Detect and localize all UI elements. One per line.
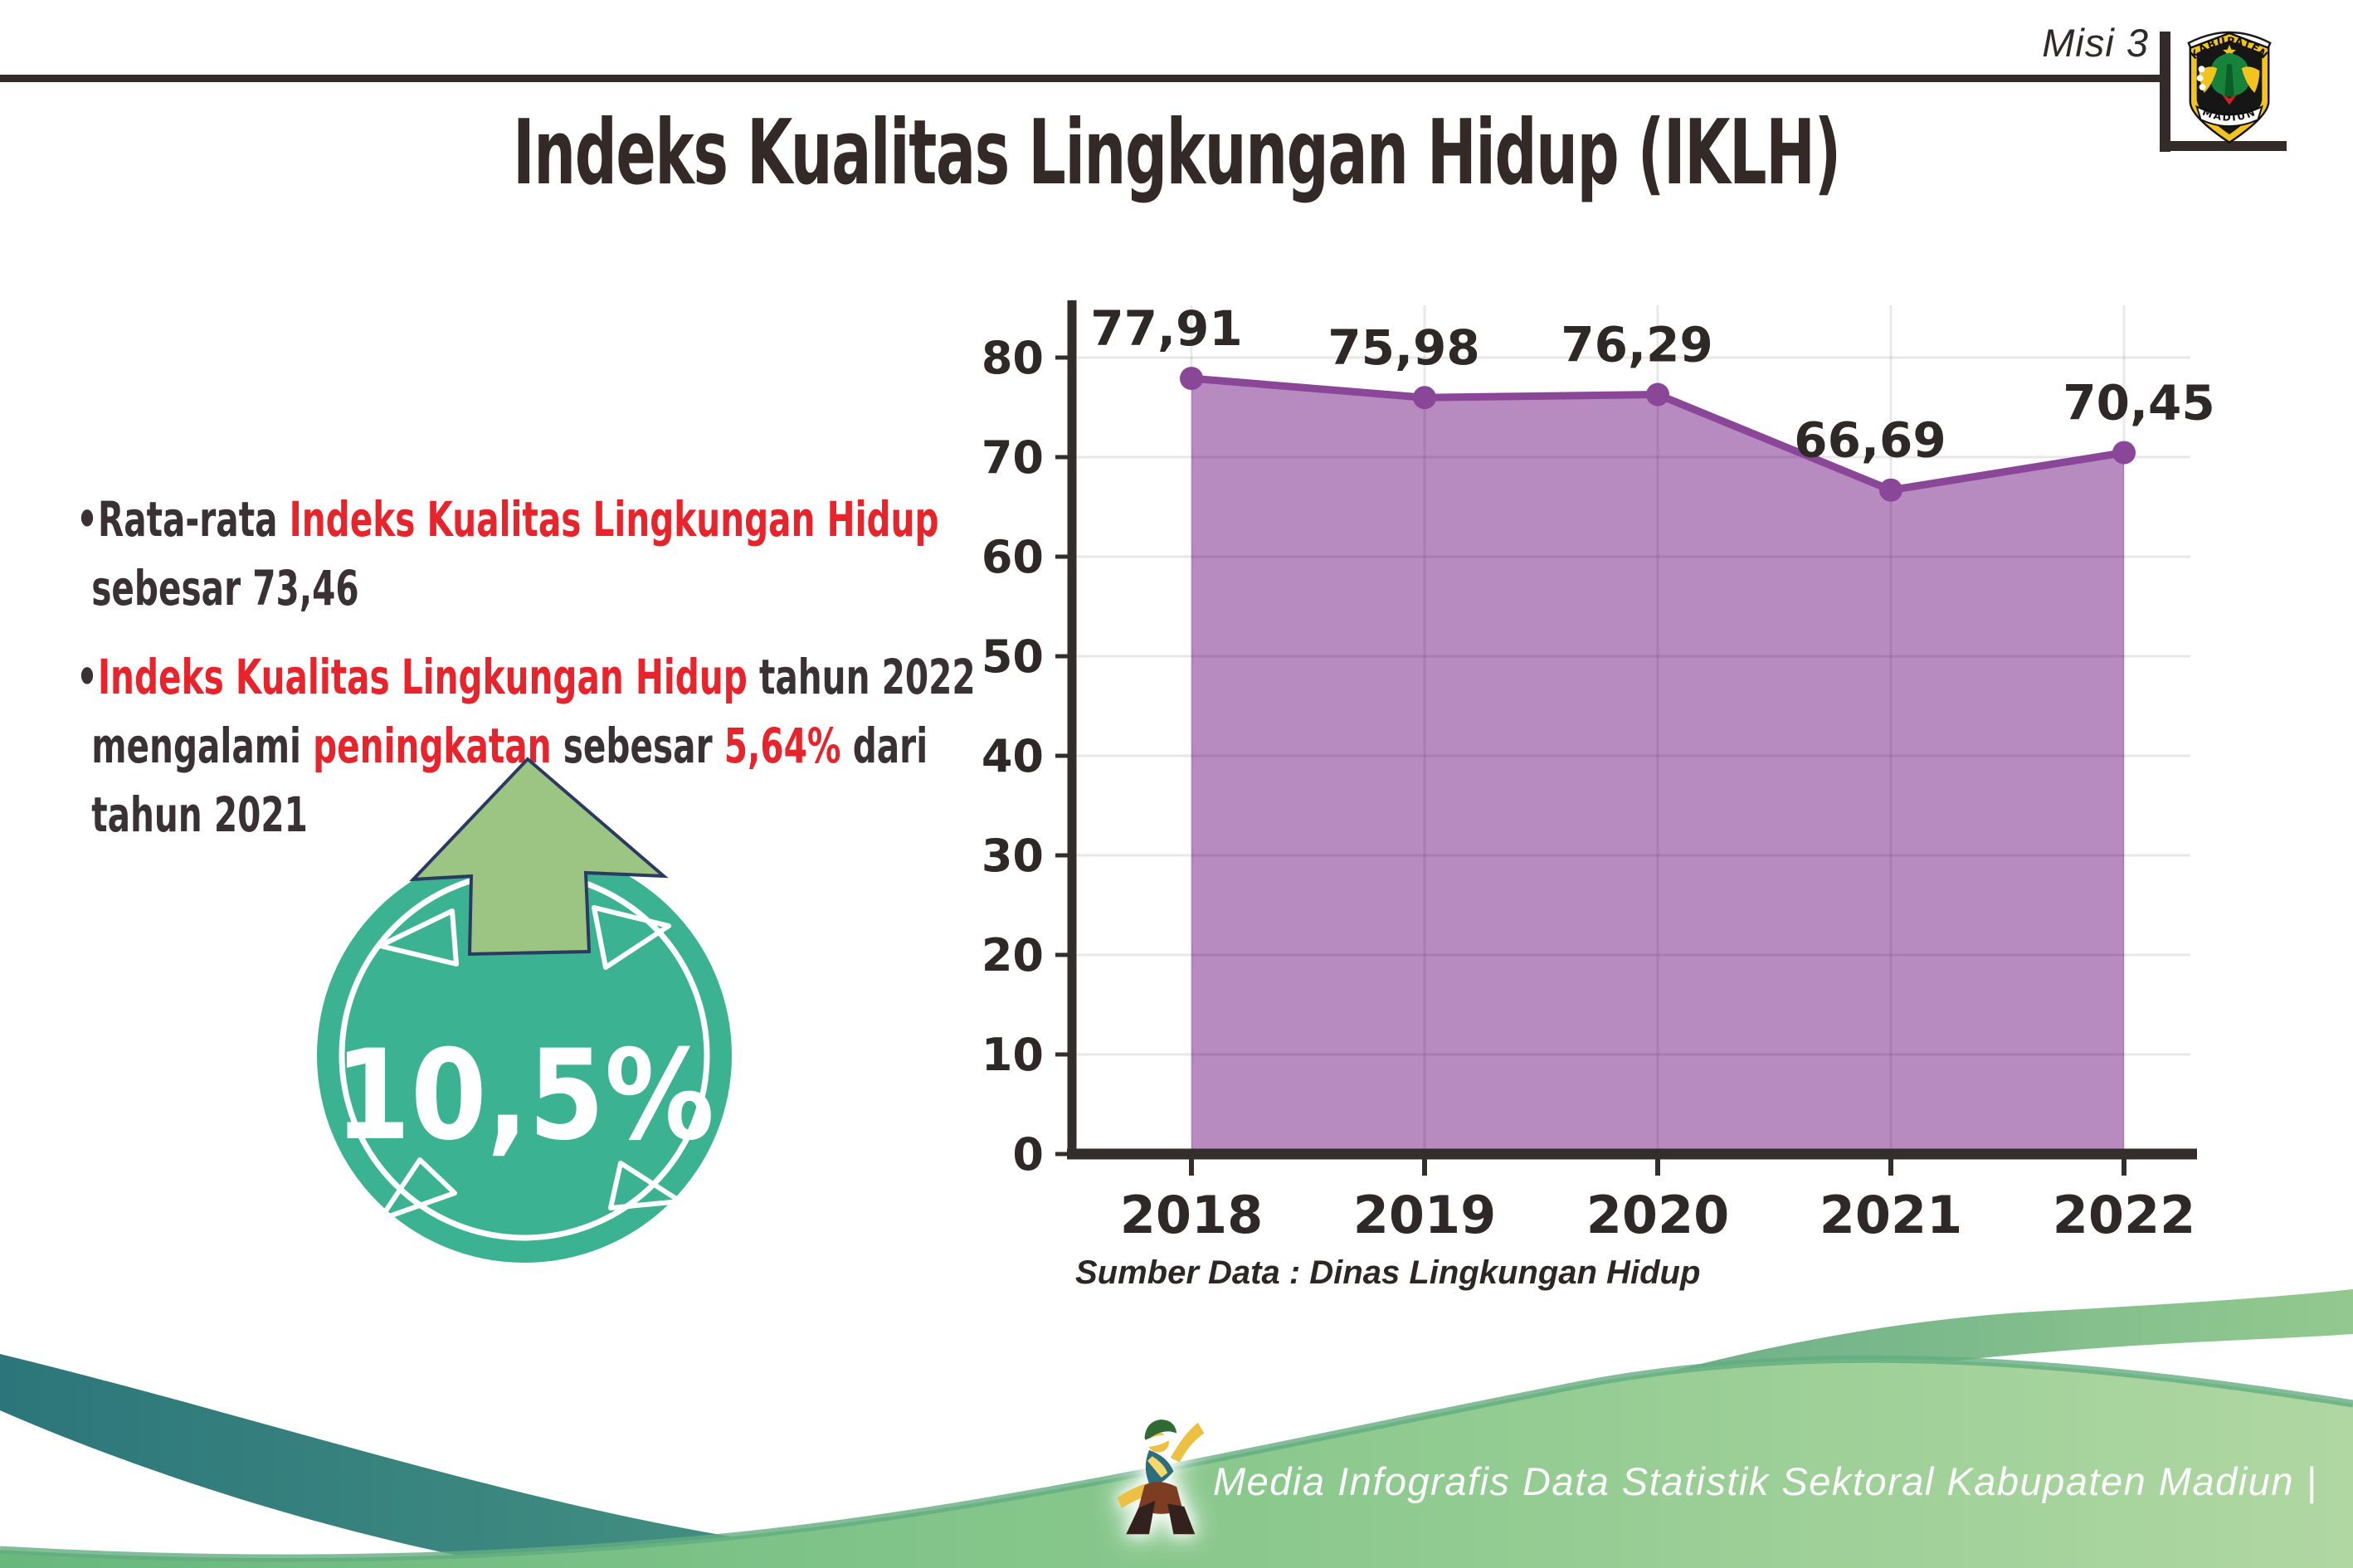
data-point <box>1646 382 1669 407</box>
misi-label: Misi 3 <box>2042 21 2149 65</box>
logo-band <box>2195 105 2263 128</box>
svg-text:MADIUN: MADIUN <box>2201 106 2258 124</box>
bullet-2-line-1: •Indeks Kualitas Lingkungan Hidup tahun … <box>76 643 976 712</box>
iklh-area-chart: 77,91 75,98 76,29 66,69 70,45 0 10 20 30 40 50 60 70… <box>982 300 2215 1245</box>
data-point <box>1180 367 1203 391</box>
data-label: 70,45 <box>2063 375 2214 431</box>
x-tick-label: 2020 <box>1586 1185 1730 1245</box>
y-tick-label: 60 <box>982 531 1044 583</box>
logo-wing-right-icon <box>2241 66 2260 93</box>
y-tick-label: 50 <box>982 631 1044 683</box>
logo-cotton-boll <box>2198 66 2205 73</box>
header-rule <box>0 75 2167 82</box>
y-tick-label: 70 <box>982 431 1044 484</box>
data-point <box>2112 441 2136 465</box>
logo-ribbon-icon <box>2221 93 2238 105</box>
bullet-2-highlight: Indeks Kualitas Lingkungan Hidup <box>97 649 748 705</box>
bullet-1-line-1: •Rata-rata Indeks Kualitas Lingkungan Hi… <box>76 485 976 554</box>
bullet-1-highlight: Indeks Kualitas Lingkungan Hidup <box>289 491 939 548</box>
b2-highlight-peningkatan: peningkatan <box>313 718 552 774</box>
badge-value: 10,5% <box>334 1024 714 1168</box>
page-title: Indeks Kualitas Lingkungan Hidup (IKLH) <box>0 101 2353 205</box>
logo-cotton-boll <box>2199 84 2206 90</box>
chart-source-label: Sumber Data : Dinas Lingkungan Hidup <box>1075 1254 1701 1291</box>
logo-bottom-text: MADIUN <box>2201 106 2257 124</box>
bullet-2-line-3: tahun 2021 <box>91 786 308 843</box>
y-tick-label: 20 <box>982 929 1044 981</box>
page-title-text: Indeks Kualitas Lingkungan Hidup (IKLH) <box>513 101 1841 205</box>
bullet-marker: • <box>76 649 98 705</box>
data-point <box>1879 478 1902 502</box>
logo-cotton-boll <box>2196 75 2204 82</box>
badge-sparkle-triangle <box>378 1157 457 1222</box>
footer-wave-green-hill <box>0 1359 2353 1568</box>
x-tick-label: 2021 <box>1820 1185 1963 1245</box>
y-tick-label: 40 <box>982 730 1044 782</box>
b2-text: sebesar <box>551 718 724 774</box>
badge-sparkle-triangle <box>378 908 459 967</box>
bullet-1-pre: Rata-rata <box>97 491 290 548</box>
badge-sparkle-triangle <box>592 905 671 970</box>
data-label: 75,98 <box>1328 319 1479 376</box>
data-label: 77,91 <box>1090 300 1242 357</box>
b2-highlight-percent: 5,64% <box>723 718 841 774</box>
up-arrow-icon <box>409 757 669 957</box>
logo-bracket-horizontal <box>2160 141 2287 151</box>
footer-caption: Media Infografis Data Statistik Sektoral… <box>1213 1459 2318 1503</box>
kabupaten-madiun-logo-icon: KABUPATEN MADIUN <box>2187 31 2272 144</box>
bullet-2-line-2: mengalami peningkatan sebesar 5,64% dari <box>76 712 976 781</box>
y-tick-label: 10 <box>982 1029 1044 1081</box>
x-tick-label: 2018 <box>1120 1185 1264 1245</box>
y-tick-label: 80 <box>982 332 1044 384</box>
data-label: 76,29 <box>1561 317 1712 373</box>
key-points: •Rata-rata Indeks Kualitas Lingkungan Hi… <box>76 485 1361 850</box>
data-point <box>1413 386 1436 410</box>
x-tick-label: 2022 <box>2053 1185 2196 1245</box>
b2-text: dari <box>840 718 928 774</box>
y-tick-label: 30 <box>982 830 1044 882</box>
b2-text: mengalami <box>91 718 314 774</box>
x-tick-label: 2019 <box>1353 1185 1497 1245</box>
area-fill <box>1191 378 2124 1155</box>
mascot-icon <box>1117 1419 1205 1535</box>
badge-sparkle-triangle <box>608 1161 683 1210</box>
data-label: 66,69 <box>1794 412 1946 469</box>
increase-badge: 10,5% <box>317 757 732 1263</box>
bullet-1-line-2: sebesar 73,46 <box>91 560 359 616</box>
bullet-marker: • <box>76 491 98 548</box>
logo-bracket-vertical <box>2160 32 2170 152</box>
logo-tree-trunk <box>2224 64 2234 97</box>
y-tick-label: 0 <box>1012 1128 1044 1181</box>
bullet-2-tail: tahun 2022 <box>747 649 976 705</box>
